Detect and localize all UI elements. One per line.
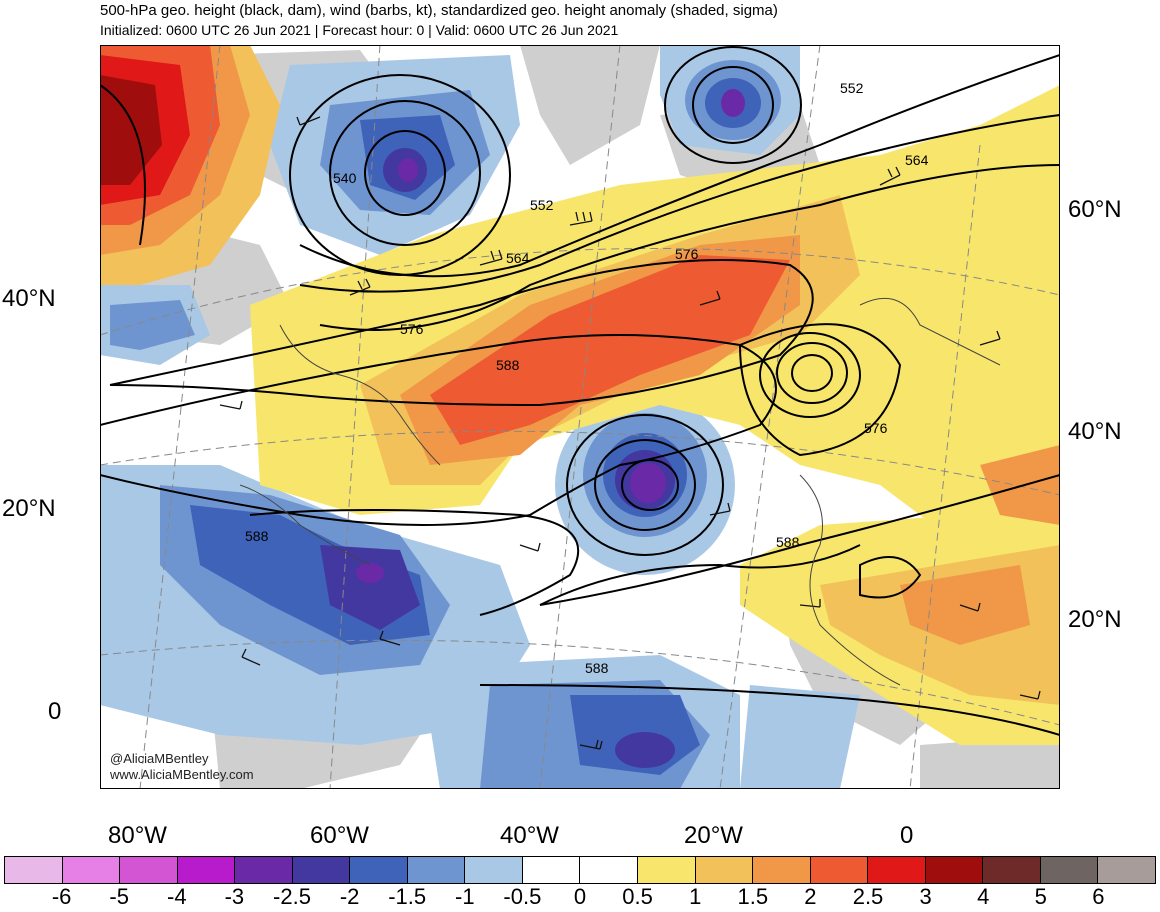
colorbar-tick-label: -3	[224, 884, 245, 909]
contour-label: 540	[333, 170, 357, 186]
lat-label-right: 60°N	[1068, 196, 1122, 223]
colorbar-swatch	[694, 856, 753, 884]
colorbar-tick-label: -0.5	[503, 884, 542, 909]
contour-label: 552	[530, 197, 554, 213]
lat-label-right: 20°N	[1068, 606, 1122, 633]
lon-label: 80°W	[108, 822, 167, 849]
contour-label: 564	[905, 152, 929, 168]
colorbar-swatch	[234, 856, 292, 884]
colorbar-swatch	[637, 856, 695, 884]
colorbar-tick-label: 0	[573, 884, 587, 909]
colorbar-tick-label: -2.5	[273, 884, 311, 909]
colorbar	[4, 856, 1156, 884]
colorbar-tick-label: 1	[689, 884, 702, 909]
colorbar-tick-label: 5	[1034, 884, 1047, 909]
height-contours	[100, 46, 1060, 736]
credit-website: www.AliciaMBentley.com	[110, 767, 254, 782]
colorbar-swatch	[867, 856, 925, 884]
colorbar-swatch	[406, 856, 465, 884]
colorbar-tick-label: 1.5	[737, 884, 769, 909]
colorbar-tick-label: 6	[1092, 884, 1105, 909]
wind-barbs	[219, 116, 1041, 750]
contour-label: 576	[864, 420, 888, 436]
contour-labels: 552 564 540 552 564 576 576 588 576 588 …	[245, 80, 929, 676]
colorbar-tick-label: -5	[109, 884, 129, 909]
contour-label: 564	[506, 250, 530, 266]
graticule	[100, 45, 1060, 789]
map-panel: 552 564 540 552 564 576 576 588 576 588 …	[100, 45, 1060, 789]
colorbar-swatch	[579, 856, 638, 884]
chart-subtitle: Initialized: 0600 UTC 26 Jun 2021 | Fore…	[100, 22, 619, 38]
contour-label: 576	[675, 246, 699, 262]
colorbar-tick-label: -6	[51, 884, 72, 909]
map-canvas: 552 564 540 552 564 576 576 588 576 588 …	[100, 45, 1060, 789]
colorbar-swatch	[809, 856, 868, 884]
lon-label: 60°W	[310, 822, 369, 849]
lat-label-left: 40°N	[2, 285, 56, 312]
colorbar-swatch	[349, 856, 407, 884]
colorbar-tick-label: -2	[339, 884, 360, 909]
lat-label-left: 0	[48, 698, 62, 725]
colorbar-swatch	[1039, 856, 1098, 884]
negative-anomaly-shading	[100, 45, 1060, 789]
colorbar-swatch	[521, 856, 580, 884]
contour-label: 588	[585, 660, 609, 676]
colorbar-tick-label: -1.5	[388, 884, 427, 909]
contour-label: 588	[245, 528, 269, 544]
colorbar-swatch	[1097, 856, 1156, 884]
positive-anomaly-shading	[100, 45, 1060, 745]
colorbar-swatch	[61, 856, 120, 884]
contour-label: 588	[496, 357, 520, 373]
credit-handle: @AliciaMBentley	[110, 751, 209, 766]
map-frame	[100, 45, 1060, 789]
colorbar-swatch	[924, 856, 983, 884]
colorbar-tick-label: 2	[804, 884, 817, 909]
chart-title: 500-hPa geo. height (black, dam), wind (…	[100, 2, 778, 19]
lon-label: 40°W	[500, 822, 559, 849]
colorbar-swatch	[119, 856, 177, 884]
coastlines	[239, 297, 1001, 686]
contour-label: 576	[400, 321, 424, 337]
colorbar-tick-label: 4	[977, 884, 990, 909]
colorbar-swatch	[982, 856, 1040, 884]
colorbar-tick-label: 0.5	[622, 884, 653, 909]
colorbar-tick-label: 2.5	[852, 884, 884, 909]
colorbar-swatch	[291, 856, 350, 884]
colorbar-tick-label: -1	[455, 884, 475, 909]
contour-label: 588	[776, 534, 800, 550]
colorbar-tick-label: -4	[167, 884, 187, 909]
colorbar-swatch	[4, 856, 62, 884]
colorbar-swatch	[752, 856, 810, 884]
contour-label: 552	[840, 80, 864, 96]
lat-label-left: 20°N	[2, 495, 56, 522]
colorbar-swatch	[176, 856, 235, 884]
lon-label: 0	[900, 822, 914, 849]
lat-label-right: 40°N	[1068, 418, 1122, 445]
lon-label: 20°W	[684, 822, 743, 849]
colorbar-swatch	[464, 856, 522, 884]
colorbar-tick-label: 3	[919, 884, 932, 909]
